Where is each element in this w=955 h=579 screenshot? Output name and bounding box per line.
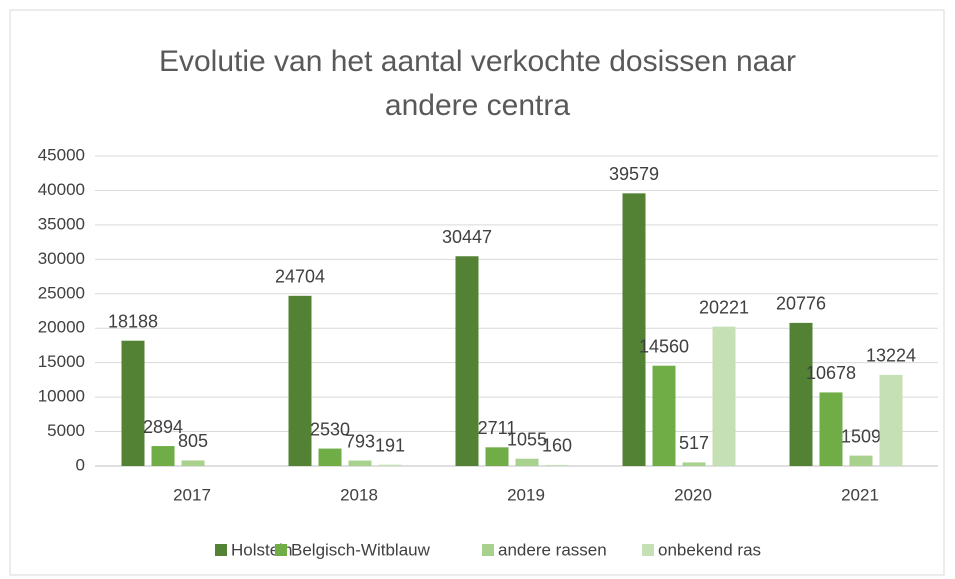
bar bbox=[288, 295, 312, 466]
data-label: 191 bbox=[375, 435, 405, 455]
bar bbox=[879, 374, 903, 466]
data-label: 39579 bbox=[609, 164, 659, 184]
data-label: 20776 bbox=[776, 294, 826, 314]
legend-label: Belgisch-Witblauw bbox=[291, 540, 431, 559]
bar bbox=[682, 462, 706, 466]
y-tick-label: 45000 bbox=[38, 145, 85, 164]
bar bbox=[151, 446, 175, 466]
x-tick-label: 2017 bbox=[173, 485, 211, 504]
bar bbox=[849, 455, 873, 466]
bar bbox=[652, 365, 676, 466]
bar bbox=[515, 458, 539, 466]
data-label: 1509 bbox=[841, 426, 881, 446]
legend-swatch bbox=[275, 544, 287, 556]
legend-label: andere rassen bbox=[498, 540, 607, 559]
data-label: 805 bbox=[178, 431, 208, 451]
data-label: 14560 bbox=[639, 336, 689, 356]
data-label: 793 bbox=[345, 431, 375, 451]
bar bbox=[712, 326, 736, 466]
y-tick-label: 40000 bbox=[38, 180, 85, 199]
bar bbox=[622, 193, 646, 466]
y-tick-label: 10000 bbox=[38, 387, 85, 406]
bar bbox=[121, 340, 145, 466]
bar bbox=[378, 464, 402, 466]
data-label: 2894 bbox=[143, 417, 183, 437]
bar bbox=[348, 460, 372, 466]
legend-swatch bbox=[642, 544, 654, 556]
legend-label: onbekend ras bbox=[658, 540, 761, 559]
data-label: 20221 bbox=[699, 297, 749, 317]
data-label: 10678 bbox=[806, 363, 856, 383]
bar bbox=[789, 322, 813, 466]
y-tick-label: 0 bbox=[76, 455, 85, 474]
y-tick-label: 5000 bbox=[47, 421, 85, 440]
y-tick-label: 35000 bbox=[38, 214, 85, 233]
x-tick-label: 2020 bbox=[674, 485, 712, 504]
bar bbox=[181, 460, 205, 466]
bar bbox=[485, 447, 509, 466]
data-label: 2711 bbox=[478, 418, 517, 438]
data-label: 18188 bbox=[108, 311, 158, 331]
bar bbox=[318, 448, 342, 466]
y-tick-label: 15000 bbox=[38, 352, 85, 371]
legend-swatch bbox=[482, 544, 494, 556]
data-label: 517 bbox=[679, 433, 709, 453]
data-label: 24704 bbox=[275, 267, 325, 287]
x-tick-label: 2018 bbox=[340, 485, 378, 504]
data-label: 160 bbox=[542, 436, 572, 456]
x-tick-label: 2021 bbox=[841, 485, 879, 504]
bar bbox=[819, 392, 843, 466]
chart-title: Evolutie van het aantal verkochte dosiss… bbox=[158, 45, 797, 122]
data-label: 1055 bbox=[507, 429, 547, 449]
data-label: 13224 bbox=[866, 346, 916, 366]
data-label: 30447 bbox=[442, 227, 492, 247]
bar bbox=[455, 256, 479, 466]
bar bbox=[545, 464, 569, 466]
legend-swatch bbox=[215, 544, 227, 556]
y-tick-label: 20000 bbox=[38, 318, 85, 337]
x-tick-label: 2019 bbox=[507, 485, 545, 504]
y-tick-label: 30000 bbox=[38, 249, 85, 268]
y-tick-label: 25000 bbox=[38, 283, 85, 302]
data-label: 2530 bbox=[310, 419, 350, 439]
